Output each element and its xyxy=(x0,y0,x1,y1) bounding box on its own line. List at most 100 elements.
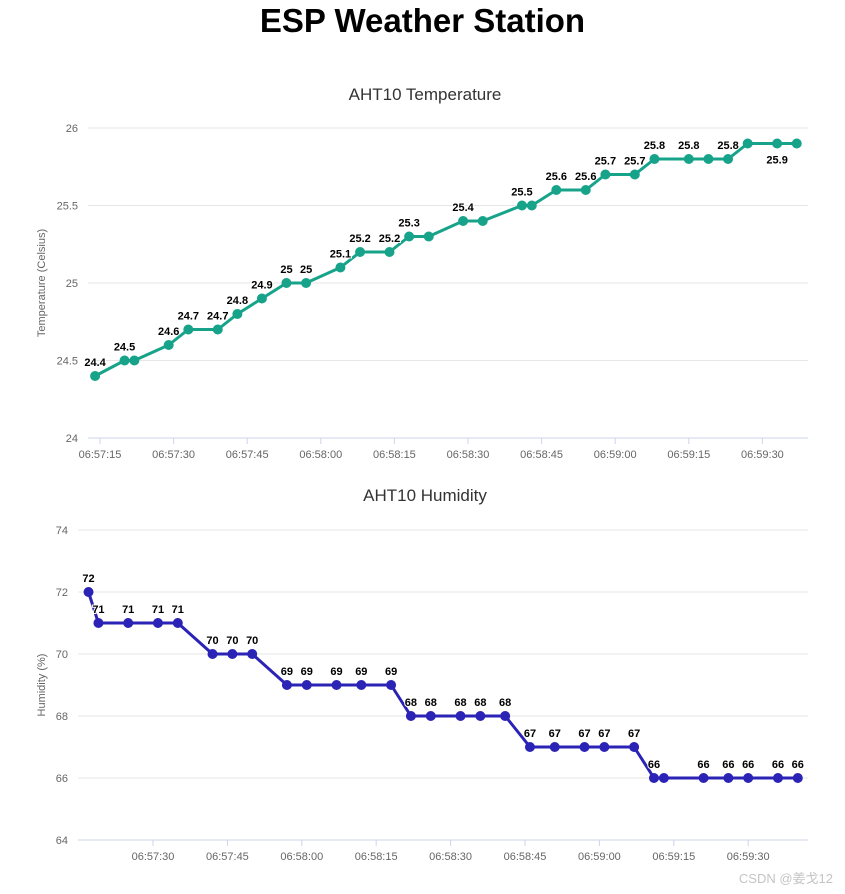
data-point-marker[interactable] xyxy=(163,340,174,350)
data-point-marker[interactable] xyxy=(579,742,590,752)
data-point-marker[interactable] xyxy=(723,154,734,164)
x-tick-label: 06:57:30 xyxy=(152,449,195,461)
data-point-label: 68 xyxy=(474,697,486,709)
y-tick-label: 25 xyxy=(66,278,78,290)
data-point-marker[interactable] xyxy=(301,680,312,690)
y-axis-title: Humidity (%) xyxy=(36,654,48,717)
data-point-marker[interactable] xyxy=(648,773,659,783)
data-point-marker[interactable] xyxy=(580,185,591,195)
data-point-label: 25.7 xyxy=(595,156,616,168)
data-point-marker[interactable] xyxy=(425,711,436,721)
data-point-marker[interactable] xyxy=(599,742,610,752)
data-point-label: 25.5 xyxy=(511,187,532,199)
data-point-label: 69 xyxy=(355,666,367,678)
data-point-marker[interactable] xyxy=(227,649,238,659)
x-tick-label: 06:58:45 xyxy=(520,449,563,461)
data-point-marker[interactable] xyxy=(301,278,312,288)
data-point-marker[interactable] xyxy=(256,293,267,304)
data-point-marker[interactable] xyxy=(772,138,783,149)
data-point-label: 24.5 xyxy=(114,342,135,354)
data-point-marker[interactable] xyxy=(649,154,660,164)
data-point-marker[interactable] xyxy=(742,138,753,149)
data-point-marker[interactable] xyxy=(123,618,134,628)
data-point-label: 25.9 xyxy=(766,155,787,167)
data-point-marker[interactable] xyxy=(475,711,486,721)
data-point-marker[interactable] xyxy=(90,371,101,381)
data-point-label: 70 xyxy=(206,635,218,647)
data-point-label: 24.7 xyxy=(178,311,199,323)
data-point-marker[interactable] xyxy=(247,649,258,659)
x-tick-label: 06:58:00 xyxy=(280,851,323,863)
data-point-label: 68 xyxy=(405,697,417,709)
data-point-marker[interactable] xyxy=(423,231,434,242)
x-tick-label: 06:58:45 xyxy=(504,851,547,863)
data-point-marker[interactable] xyxy=(335,262,346,273)
watermark: CSDN @姜戈12 xyxy=(738,871,833,886)
data-point-label: 67 xyxy=(628,728,640,740)
data-point-marker[interactable] xyxy=(83,587,94,597)
data-point-marker[interactable] xyxy=(629,742,640,752)
data-point-marker[interactable] xyxy=(516,200,527,211)
data-point-marker[interactable] xyxy=(152,618,163,628)
data-point-marker[interactable] xyxy=(551,185,562,195)
data-point-marker[interactable] xyxy=(384,247,395,257)
temperature-chart: AHT10 Temperature Temperature (Celsius) 26… xyxy=(36,85,808,461)
x-tick-label: 06:58:30 xyxy=(447,449,490,461)
data-point-marker[interactable] xyxy=(129,355,140,366)
data-point-label: 67 xyxy=(578,728,590,740)
data-point-label: 25.7 xyxy=(624,156,645,168)
data-point-marker[interactable] xyxy=(792,773,803,783)
data-point-marker[interactable] xyxy=(658,773,669,783)
data-point-marker[interactable] xyxy=(500,711,511,721)
data-point-marker[interactable] xyxy=(683,154,694,164)
data-point-marker[interactable] xyxy=(772,773,783,783)
data-point-marker[interactable] xyxy=(355,247,366,257)
data-point-marker[interactable] xyxy=(549,742,560,752)
data-point-marker[interactable] xyxy=(93,618,104,628)
data-point-marker[interactable] xyxy=(703,154,714,164)
data-point-marker[interactable] xyxy=(172,618,183,628)
data-point-marker[interactable] xyxy=(281,680,292,690)
data-point-marker[interactable] xyxy=(526,200,537,211)
data-point-marker[interactable] xyxy=(405,711,416,721)
data-point-marker[interactable] xyxy=(404,231,415,242)
data-point-label: 24.8 xyxy=(227,295,248,307)
data-point-label: 69 xyxy=(301,666,313,678)
x-tick-label: 06:57:30 xyxy=(132,851,175,863)
data-point-marker[interactable] xyxy=(743,773,754,783)
data-point-marker[interactable] xyxy=(524,742,535,752)
x-tick-label: 06:57:45 xyxy=(226,449,269,461)
data-point-marker[interactable] xyxy=(791,138,802,149)
y-tick-label: 26 xyxy=(66,123,78,135)
data-point-marker[interactable] xyxy=(600,169,611,180)
data-point-marker[interactable] xyxy=(356,680,367,690)
x-tick-label: 06:57:45 xyxy=(206,851,249,863)
data-point-marker[interactable] xyxy=(723,773,734,783)
data-point-marker[interactable] xyxy=(281,278,292,288)
data-point-label: 68 xyxy=(499,697,511,709)
data-point-marker[interactable] xyxy=(477,216,488,226)
data-point-label: 69 xyxy=(330,666,342,678)
data-point-label: 66 xyxy=(697,759,709,771)
data-point-marker[interactable] xyxy=(119,355,130,366)
y-tick-label: 68 xyxy=(56,711,68,723)
data-point-label: 67 xyxy=(524,728,536,740)
data-point-marker[interactable] xyxy=(331,680,342,690)
data-point-label: 25.6 xyxy=(546,171,567,183)
data-point-marker[interactable] xyxy=(455,711,466,721)
data-point-marker[interactable] xyxy=(232,309,243,319)
x-tick-label: 06:57:15 xyxy=(79,449,122,461)
data-point-marker[interactable] xyxy=(207,649,218,659)
data-point-marker[interactable] xyxy=(698,773,709,783)
data-point-marker[interactable] xyxy=(386,680,397,690)
data-point-marker[interactable] xyxy=(458,216,469,226)
data-point-label: 72 xyxy=(82,573,94,585)
data-point-label: 69 xyxy=(281,666,293,678)
data-point-marker[interactable] xyxy=(212,324,223,335)
chart-title: AHT10 Temperature xyxy=(349,85,502,104)
x-tick-label: 06:58:15 xyxy=(373,449,416,461)
data-point-marker[interactable] xyxy=(183,324,194,335)
data-point-marker[interactable] xyxy=(629,169,640,180)
x-tick-label: 06:59:00 xyxy=(594,449,637,461)
